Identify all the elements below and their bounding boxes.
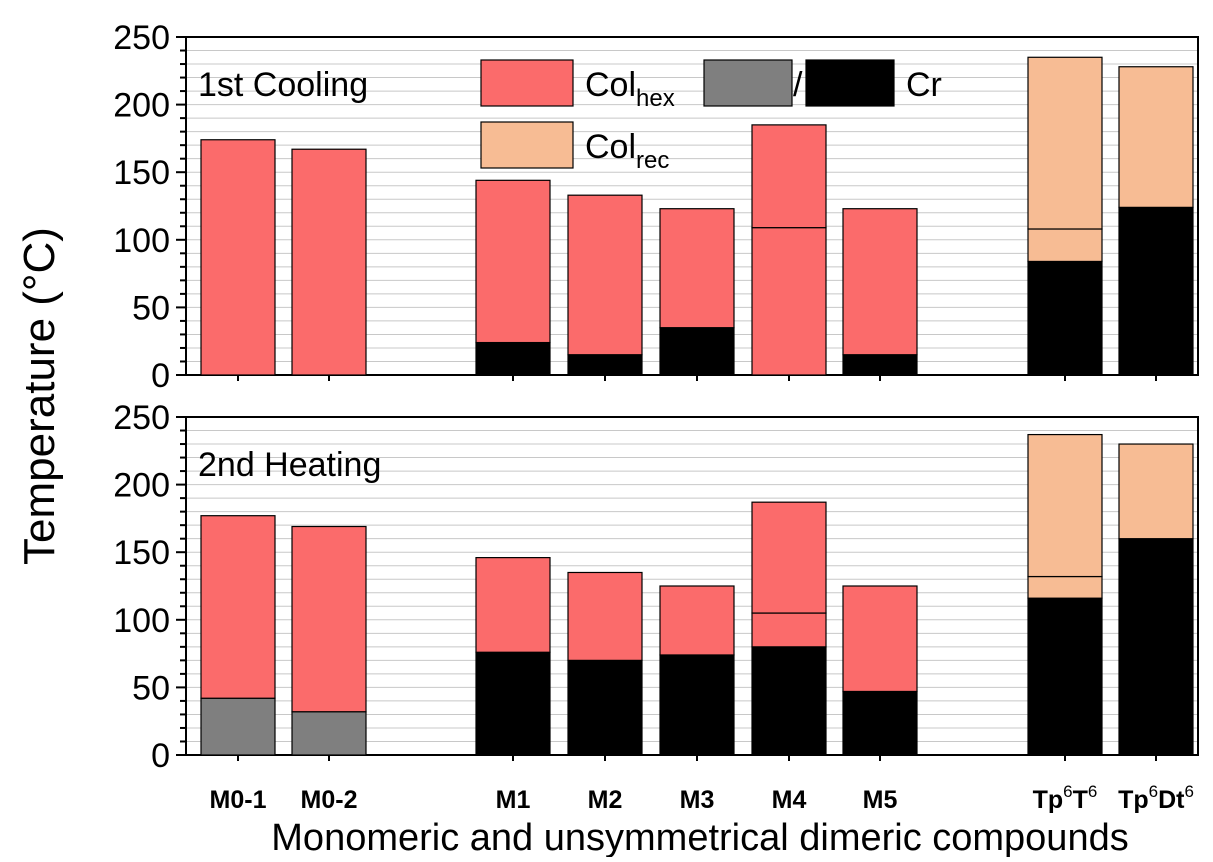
bar-segment [751,501,827,614]
legend-swatch-colrec [480,121,574,169]
bar-segment [567,659,643,756]
bar-segment [567,194,643,356]
x-category-label: M0-1 [210,786,267,814]
bar-segment [842,208,918,356]
y-tick-label: 200 [113,467,170,505]
x-category-label: M0-2 [301,786,358,814]
x-category-label: Tp6Dt6 [1118,782,1194,814]
bar-segment [200,697,276,756]
bar-segment [751,612,827,648]
y-tick-label: 100 [113,222,170,260]
bar-segment [200,139,276,376]
y-tick-label: 150 [113,534,170,572]
legend-swatch-cr [805,59,895,107]
x-category-label: M4 [772,786,807,814]
bar-segment [659,327,735,376]
bar-segment [659,585,735,656]
legend-swatch-colhex [480,59,574,107]
x-category-label: M5 [863,786,898,814]
bar-segment [842,690,918,756]
bar-segment [1027,260,1103,376]
legend-label-colrec: Colrec [585,128,669,174]
legend-separator: / [793,66,803,104]
bar-segment [751,227,827,376]
bar-segment [1118,443,1194,540]
panel-title: 2nd Heating [198,446,381,484]
bar-segment [1027,597,1103,756]
bar-segment [567,354,643,376]
x-category-label: M3 [680,786,715,814]
bar-segment [1118,206,1194,376]
bar-segment [475,557,551,653]
bar-segment [842,354,918,376]
bar-segment [200,515,276,699]
bar-segment [1027,56,1103,230]
x-category-label: Tp6T6 [1033,782,1098,814]
x-category-label: M2 [588,786,623,814]
bar-segment [751,124,827,229]
bar-segment [567,571,643,661]
bar-segment [291,711,367,756]
bar-segment [291,148,367,376]
panel-title: 1st Cooling [198,66,368,104]
bar-segment [291,525,367,713]
bar-segment [1027,575,1103,599]
legend-label-cr: Cr [906,66,942,104]
bar-segment [475,179,551,344]
bar-segment [751,646,827,756]
y-tick-label: 250 [113,399,170,437]
y-tick-label: 50 [132,289,170,327]
bar-segment [1027,433,1103,578]
bar-segment [475,341,551,376]
y-tick-label: 50 [132,669,170,707]
bar-segment [1118,66,1194,208]
x-category-label: M1 [496,786,531,814]
y-tick-label: 100 [113,602,170,640]
y-axis-title: Temperature (°C) [15,227,64,565]
bar-segment [659,654,735,756]
legend-label-colhex: Colhex [585,66,675,112]
y-tick-label: 150 [113,154,170,192]
legend-swatch-grey [703,59,793,107]
bar-segment [659,208,735,329]
y-tick-label: 200 [113,87,170,125]
bar-segment [1027,228,1103,263]
bar-segment [842,585,918,693]
y-tick-label: 250 [113,19,170,57]
bar-segment [1118,538,1194,756]
y-tick-label: 0 [151,737,170,775]
bar-segment [475,651,551,756]
x-axis-title: Monomeric and unsymmetrical dimeric comp… [271,817,1128,857]
y-tick-label: 0 [151,357,170,395]
